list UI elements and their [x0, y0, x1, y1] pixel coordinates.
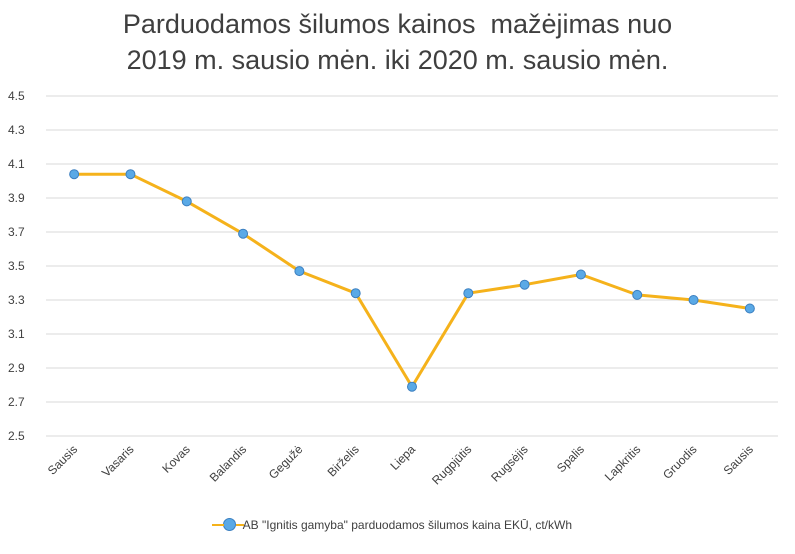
series-line: [69, 169, 755, 392]
legend-marker-icon: [212, 518, 244, 531]
data-point: [350, 288, 361, 299]
data-point: [688, 295, 699, 305]
data-point: [632, 289, 643, 300]
y-tick-label: 3.5: [8, 259, 25, 273]
y-tick-label: 2.9: [8, 361, 25, 375]
y-tick-label: 4.3: [8, 123, 25, 137]
x-tick-label: Birželis: [325, 442, 362, 479]
chart-title-line-1: Parduodamos šilumos kainos mažėjimas nuo: [122, 9, 673, 39]
x-tick-label: Gruodis: [660, 442, 700, 482]
y-tick-label: 3.3: [8, 293, 25, 307]
y-tick-label: 3.1: [8, 327, 25, 341]
data-point: [238, 228, 249, 239]
chart-title: Parduodamos šilumos kainos mažėjimas nuo…: [0, 6, 795, 78]
x-tick-label: Balandis: [207, 442, 249, 484]
data-point: [463, 288, 474, 299]
data-point: [575, 269, 586, 280]
x-tick-label: Vasaris: [99, 442, 137, 480]
y-axis: 2.5 2.7 2.9 3.1 3.3 3.5 3.7 3.9 4.1 4.3 4.5: [8, 89, 25, 443]
legend: AB "Ignitis gamyba" parduodamos šilumos …: [0, 518, 795, 532]
series-polyline: [74, 172, 751, 389]
x-axis: Sausis Vasaris Kovas Balandis Gegužė Birželis…: [45, 442, 756, 488]
data-point: [519, 279, 530, 290]
x-tick-label: Sausis: [721, 442, 756, 477]
x-tick-label: Gegužė: [266, 442, 306, 482]
x-tick-label: Rugsėjis: [488, 442, 530, 484]
data-point: [407, 381, 417, 392]
legend-label: AB "Ignitis gamyba" parduodamos šilumos …: [242, 518, 572, 532]
x-tick-label: Spalis: [554, 442, 587, 475]
y-tick-label: 3.9: [8, 191, 25, 205]
x-tick-label: Liepa: [387, 442, 418, 473]
data-point: [125, 169, 136, 180]
y-tick-label: 4.5: [8, 89, 25, 103]
x-tick-label: Lapkritis: [602, 442, 643, 483]
y-tick-label: 3.7: [8, 225, 25, 239]
gridlines: [46, 95, 778, 437]
data-point: [744, 303, 755, 314]
data-point: [181, 196, 192, 207]
chart-title-line-2: 2019 m. sausio mėn. iki 2020 m. sausio m…: [126, 45, 669, 75]
x-tick-label: Sausis: [45, 442, 80, 477]
data-point: [69, 169, 80, 180]
y-tick-label: 2.7: [8, 395, 25, 409]
y-tick-label: 2.5: [8, 429, 25, 443]
y-tick-label: 4.1: [8, 157, 25, 171]
x-tick-label: Rugpjūtis: [429, 442, 474, 487]
data-point: [294, 266, 305, 277]
x-tick-label: Kovas: [159, 442, 192, 475]
